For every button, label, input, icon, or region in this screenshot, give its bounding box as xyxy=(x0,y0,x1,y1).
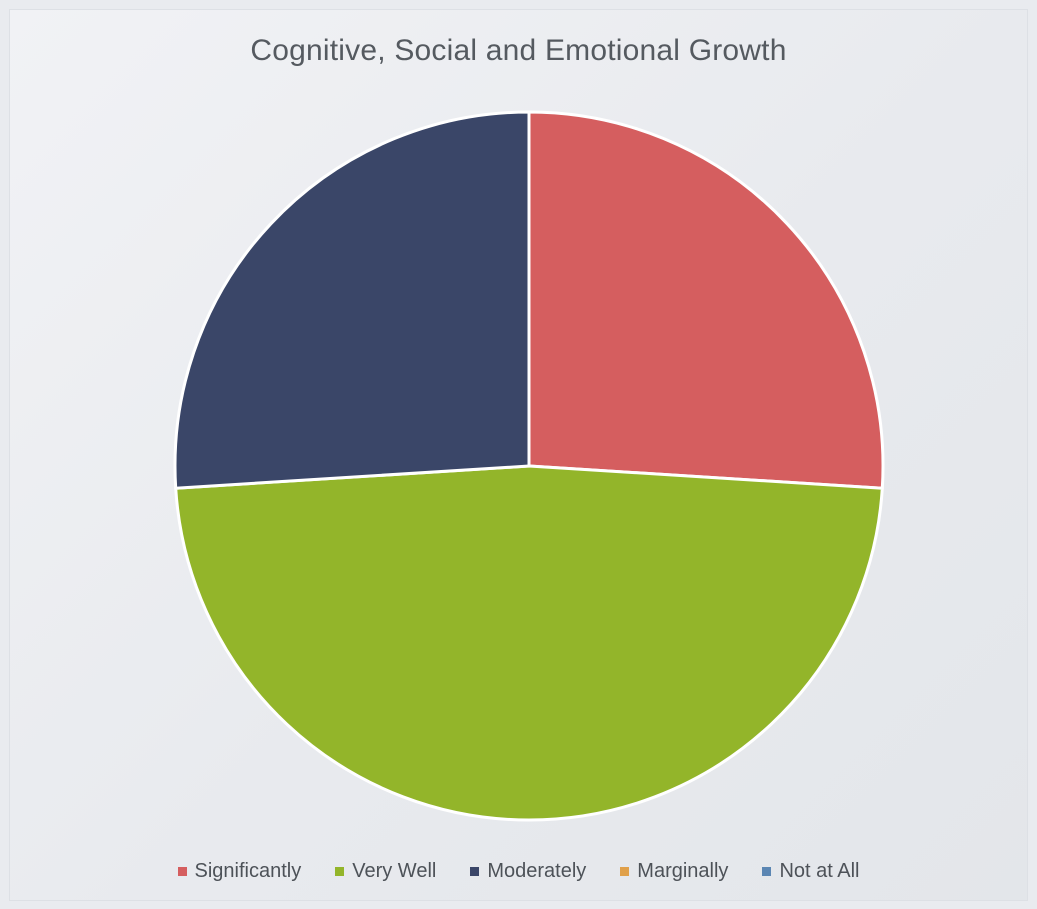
legend-item-very-well: Very Well xyxy=(335,860,436,883)
legend-swatch xyxy=(470,867,480,876)
legend-label: Not at All xyxy=(779,860,860,882)
legend-swatch xyxy=(620,867,630,876)
pie-slice-significantly xyxy=(527,110,885,490)
legend-label: Marginally xyxy=(637,860,729,882)
chart-legend: Significantly Very Well Moderately Marginal… xyxy=(0,860,1037,883)
legend-label: Significantly xyxy=(194,860,302,882)
legend-swatch xyxy=(335,867,345,876)
pie-slice-moderately xyxy=(173,110,531,490)
legend-item-significantly: Significantly xyxy=(177,860,302,883)
pie-slice-very-well xyxy=(174,464,884,822)
legend-item-not-at-all: Not at All xyxy=(762,860,859,883)
legend-swatch xyxy=(762,867,772,876)
legend-swatch xyxy=(177,867,187,876)
legend-item-marginally: Marginally xyxy=(620,860,728,883)
legend-item-moderately: Moderately xyxy=(470,860,586,883)
chart-title: Cognitive, Social and Emotional Growth xyxy=(250,34,787,67)
legend-label: Very Well xyxy=(352,860,437,882)
legend-label: Moderately xyxy=(487,860,587,882)
